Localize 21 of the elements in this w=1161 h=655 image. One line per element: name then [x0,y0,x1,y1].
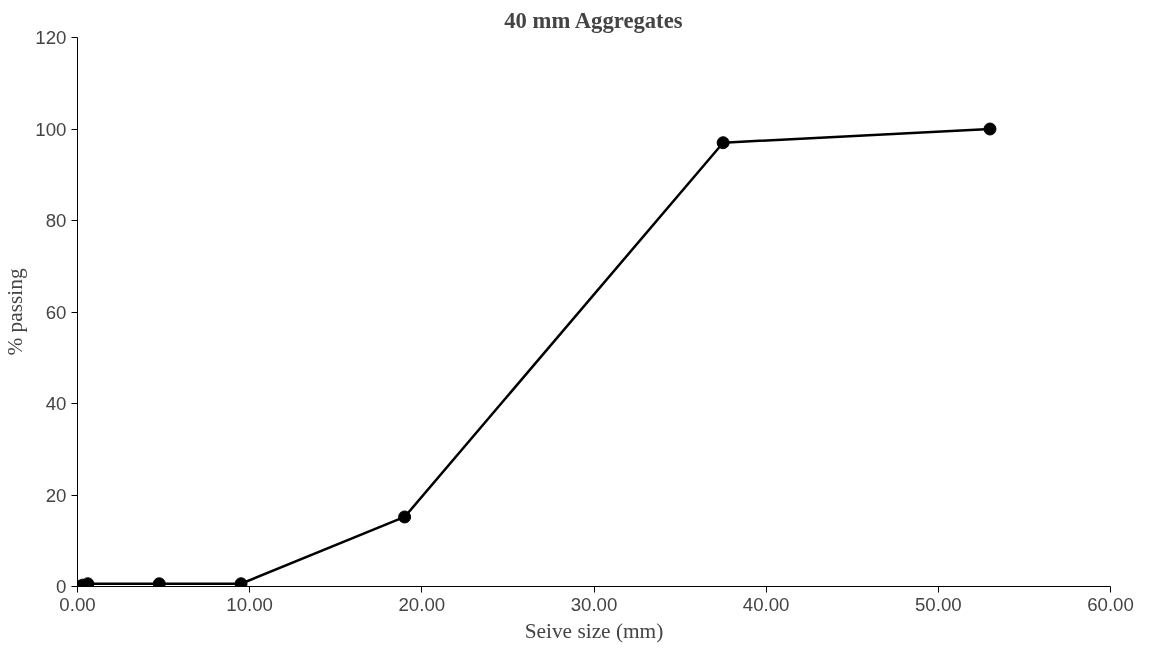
x-tick-label: 60.00 [1087,593,1134,615]
y-tick-label: 100 [35,118,67,140]
point [716,136,730,150]
x-tick-label: 10.00 [226,593,274,615]
y-tick-label: 120 [35,27,67,48]
point [152,577,166,587]
point [983,122,997,136]
y-tick-label: 80 [45,210,67,231]
x-tick-label: 30.00 [570,593,618,615]
y-tick-label: 60 [45,301,67,323]
x-axis-title: Seive size (mm) [524,618,664,643]
x-tick-label: 20.00 [398,593,446,615]
x-tick-label: 40.00 [742,593,790,615]
y-tick-label: 20 [45,484,67,506]
point [81,577,95,587]
point [234,577,248,587]
y-tick-label: 40 [45,393,67,414]
point [398,510,412,524]
chart-title: 40 mm Aggregates [504,7,683,33]
y-axis-title: % passing [3,268,28,356]
x-tick-label: 50.00 [914,593,962,615]
